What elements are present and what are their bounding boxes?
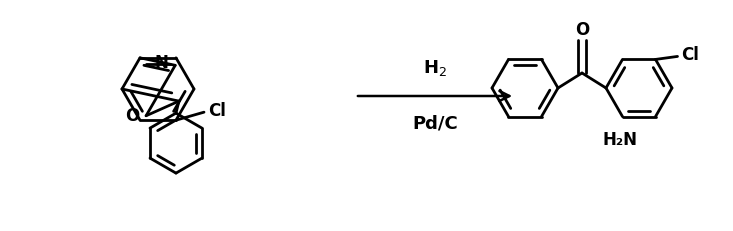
Text: O: O: [575, 21, 589, 39]
Text: H$_2$: H$_2$: [423, 58, 447, 78]
Text: Pd/C: Pd/C: [412, 115, 458, 133]
Text: N: N: [155, 54, 168, 72]
Text: O: O: [125, 107, 139, 125]
Text: Cl: Cl: [208, 102, 226, 120]
Text: H₂N: H₂N: [603, 131, 638, 149]
Text: Cl: Cl: [682, 46, 699, 64]
